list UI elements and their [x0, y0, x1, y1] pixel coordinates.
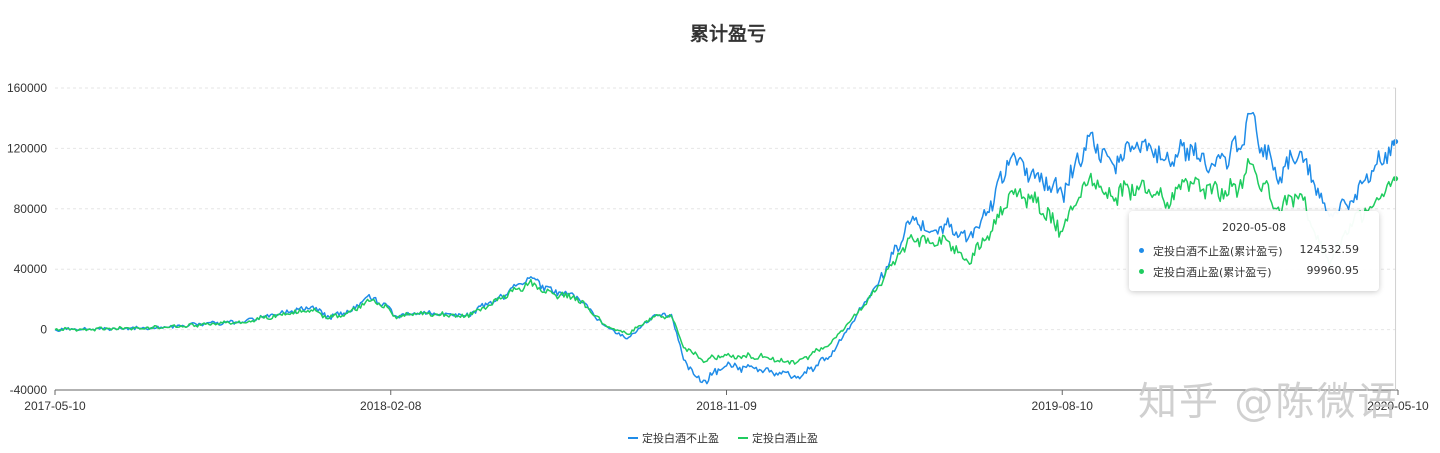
legend[interactable]: 定投白酒不止盈 定投白酒止盈	[628, 431, 818, 445]
tooltip-series-label: 定投白酒止盈(累计盈亏)	[1153, 266, 1272, 279]
series-dot-icon	[1139, 248, 1144, 253]
legend-item[interactable]: 定投白酒不止盈	[642, 431, 719, 445]
chart-title: 累计盈亏	[690, 23, 766, 45]
x-tick-label: 2019-08-10	[1032, 399, 1094, 413]
x-tick-label: 2018-11-09	[696, 399, 757, 413]
watermark-text: 知乎 @陈微语	[1138, 380, 1399, 425]
x-tick-label: 2017-05-10	[24, 399, 86, 413]
x-axis: 2017-05-10 2018-02-08 2018-11-09 2019-08-10…	[24, 389, 1429, 413]
y-tick-label: 160000	[7, 81, 47, 95]
tooltip-date: 2020-05-08	[1222, 221, 1286, 234]
y-axis: -40000 0 40000 80000 120000 160000	[7, 81, 47, 397]
tooltip-row: 定投白酒止盈(累计盈亏) 99960.95	[1139, 264, 1359, 280]
tooltip-series-value: 99960.95	[1306, 264, 1360, 277]
y-tick-label: -40000	[10, 383, 48, 397]
y-tick-label: 80000	[14, 202, 48, 216]
x-tick-label: 2018-02-08	[360, 399, 422, 413]
grid-lines	[55, 87, 1398, 331]
hover-tooltip: 2020-05-08 定投白酒不止盈(累计盈亏) 124532.59 定投白酒止…	[1129, 211, 1379, 291]
tooltip-series-value: 124532.59	[1299, 243, 1360, 256]
series-line[interactable]	[54, 158, 1396, 365]
tooltip-series-label: 定投白酒不止盈(累计盈亏)	[1153, 245, 1283, 258]
series-dot-icon	[1139, 269, 1144, 274]
y-tick-label: 120000	[7, 141, 47, 155]
x-tick-label: 2020-05-10	[1367, 399, 1429, 413]
tooltip-row: 定投白酒不止盈(累计盈亏) 124532.59	[1139, 243, 1359, 259]
y-tick-label: 40000	[14, 262, 48, 276]
legend-item[interactable]: 定投白酒止盈	[752, 431, 818, 445]
y-tick-label: 0	[40, 323, 47, 337]
